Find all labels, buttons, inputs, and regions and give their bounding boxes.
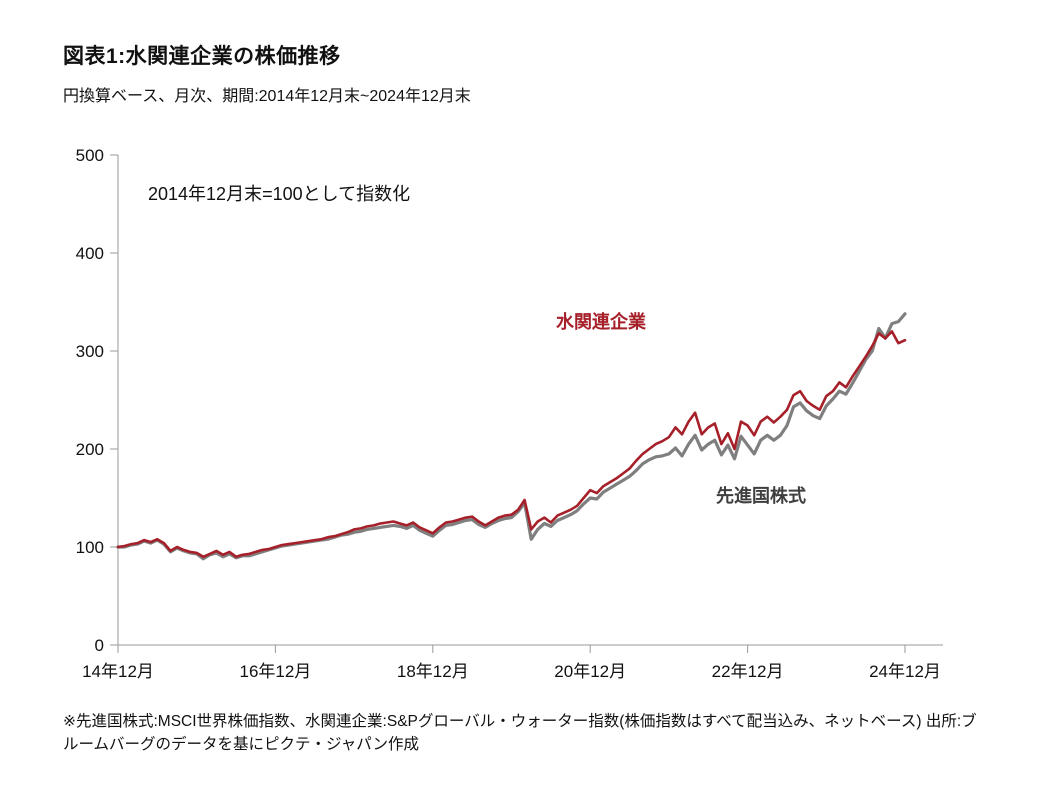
x-axis-tick-label: 16年12月	[239, 662, 311, 681]
index-base-annotation: 2014年12月末=100として指数化	[148, 184, 411, 204]
chart-subtitle: 円換算ベース、月次、期間:2014年12月末~2024年12月末	[63, 88, 471, 105]
series-line-water	[116, 330, 907, 559]
y-axis-tick-label: 200	[76, 440, 104, 459]
source-footnote: ※先進国株式:MSCI世界株価指数、水関連企業:S&Pグローバル・ウォーター指数…	[63, 713, 977, 754]
chart-title: 図表1:水関連企業の株価推移	[63, 45, 341, 68]
y-axis-tick-label: 300	[76, 342, 104, 361]
x-axis-tick-label: 24年12月	[869, 662, 941, 681]
y-axis-tick-label: 0	[95, 636, 104, 655]
x-axis-tick-label: 14年12月	[82, 662, 154, 681]
y-axis-tick-label: 400	[76, 244, 104, 263]
x-axis-tick-label: 18年12月	[397, 662, 469, 681]
y-axis-tick-label: 500	[76, 146, 104, 165]
y-axis-tick-label: 100	[76, 538, 104, 557]
x-axis-tick-label: 22年12月	[712, 662, 784, 681]
line-chart: 0 100 200 300 400 500 14年12月 16年12月 18年12月 20年12月…	[76, 146, 943, 681]
chart-area: 0 100 200 300 400 500 14年12月 16年12月 18年12月 20年12月…	[58, 138, 998, 698]
series-label-world: 先進国株式	[716, 486, 806, 506]
x-axis-tick-label: 20年12月	[554, 662, 626, 681]
series-line-world	[116, 312, 907, 561]
series-label-water: 水関連企業	[556, 312, 646, 332]
